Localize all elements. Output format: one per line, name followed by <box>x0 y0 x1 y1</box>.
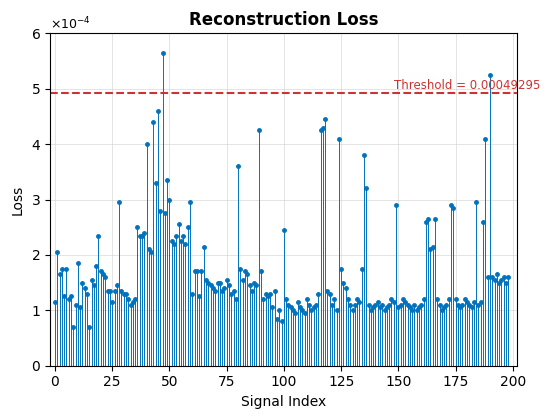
X-axis label: Signal Index: Signal Index <box>241 395 326 409</box>
Y-axis label: Loss: Loss <box>11 184 25 215</box>
Title: Reconstruction Loss: Reconstruction Loss <box>189 11 379 29</box>
Text: Threshold = 0.00049295: Threshold = 0.00049295 <box>394 79 540 92</box>
